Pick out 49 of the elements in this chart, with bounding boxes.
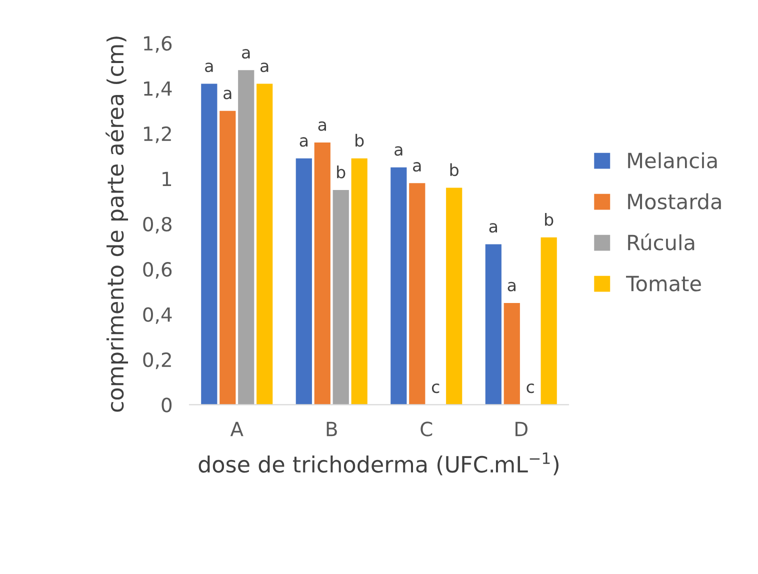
data-label: a <box>300 137 308 147</box>
bar <box>314 142 330 405</box>
bar <box>409 183 426 405</box>
data-label: b <box>450 163 458 176</box>
bar <box>256 84 273 405</box>
x-axis-title: dose de trichoderma (UFC.mL$^{−1}$) <box>198 452 558 476</box>
bar <box>485 244 502 405</box>
x-tick-label: C <box>420 422 432 436</box>
data-label: c <box>432 384 440 394</box>
legend-label: Rúcula <box>628 233 694 250</box>
y-tick-label: 1,4 <box>144 81 172 98</box>
bar <box>390 167 407 405</box>
bar <box>446 188 462 405</box>
legend-label: Mostarda <box>628 193 721 210</box>
data-label: a <box>413 162 421 172</box>
y-tick-label: 0,2 <box>143 352 171 370</box>
data-label: a <box>224 90 232 100</box>
data-label: a <box>242 49 250 59</box>
data-label: b <box>545 212 554 226</box>
bar <box>540 237 557 405</box>
data-label: a <box>489 223 498 233</box>
y-axis-title: comprimento de parte aérea (cm) <box>106 36 128 412</box>
data-label: a <box>260 62 268 72</box>
data-label: a <box>205 62 213 72</box>
data-label: b <box>356 134 364 147</box>
x-tick-label: B <box>326 422 337 436</box>
data-label: a <box>318 121 326 131</box>
bar <box>201 84 218 405</box>
y-tick-label: 0,6 <box>143 262 172 279</box>
bar <box>238 70 254 405</box>
legend-label: Melancia <box>628 152 717 168</box>
data-label: c <box>526 384 534 394</box>
y-tick-label: 1,6 <box>144 36 172 53</box>
bar <box>220 110 236 405</box>
x-tick-label: D <box>516 422 528 436</box>
y-tick-label: 0,8 <box>143 216 172 234</box>
y-tick-label: 0 <box>162 398 172 412</box>
bar <box>332 190 349 405</box>
y-tick-label: 1,2 <box>144 126 171 144</box>
data-label: b <box>337 165 346 178</box>
legend-label: Tomate <box>626 276 701 292</box>
bar <box>296 158 312 405</box>
data-label: a <box>394 146 402 156</box>
data-label: a <box>508 282 516 292</box>
bar <box>351 158 368 405</box>
y-tick-label: 0,4 <box>143 307 172 324</box>
bar <box>504 302 520 405</box>
x-tick-label: A <box>230 422 244 436</box>
y-tick-label: 1 <box>162 172 172 186</box>
